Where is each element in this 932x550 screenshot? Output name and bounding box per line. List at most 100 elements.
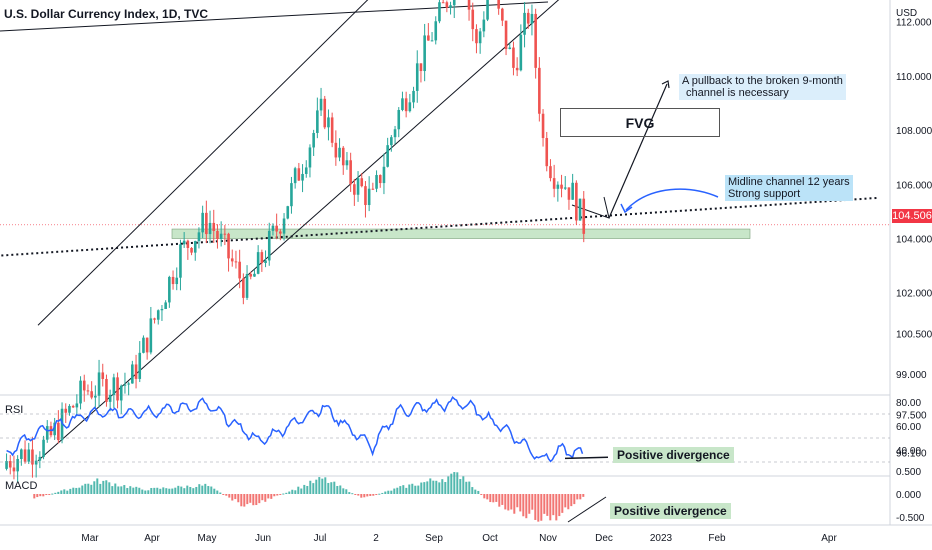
candle-body — [245, 274, 249, 298]
candle-body — [219, 233, 223, 240]
candle-body — [534, 13, 537, 68]
macd-bar — [552, 494, 555, 516]
time-tick-label: Jun — [255, 533, 271, 544]
macd-bar — [270, 494, 273, 499]
candle-body — [364, 186, 367, 206]
macd-bar — [93, 481, 96, 494]
candle-body — [316, 110, 319, 133]
macd-bar — [342, 488, 345, 494]
candle-body — [94, 395, 97, 398]
macd-bar — [375, 494, 378, 495]
macd-bar — [162, 487, 165, 494]
candle-body — [193, 241, 197, 253]
macd-bar — [372, 494, 375, 496]
price-tick-label: 104.000 — [896, 235, 932, 246]
candle-body — [149, 318, 153, 353]
pullback-line-1: A pullback to the broken 9-month — [682, 75, 843, 87]
candle-body — [197, 232, 201, 242]
macd-bar — [390, 490, 393, 494]
candle-body — [338, 147, 341, 158]
macd-bar — [153, 487, 156, 494]
macd-bar — [573, 494, 576, 505]
midline-annotation[interactable]: Midline channel 12 years Strong support — [725, 175, 853, 201]
macd-bar — [411, 483, 414, 494]
price-tick-label: 100.500 — [896, 329, 932, 340]
candle-body — [45, 426, 49, 440]
macd-bar — [141, 489, 144, 494]
macd-bar — [57, 491, 60, 494]
macd-bar — [171, 488, 174, 494]
macd-bar — [120, 486, 123, 494]
macd-bar — [477, 490, 480, 494]
candle-body — [427, 35, 430, 41]
macd-bar — [480, 494, 483, 495]
candle-body — [382, 166, 386, 184]
candle-body — [260, 252, 264, 264]
candle-body — [441, 2, 445, 4]
candle-body — [271, 225, 275, 231]
candle-body — [201, 212, 204, 233]
candle-body — [145, 337, 149, 353]
candle-body — [430, 40, 434, 42]
pullback-annotation[interactable]: A pullback to the broken 9-month channel… — [679, 74, 846, 100]
candle-body — [20, 449, 23, 459]
macd-bar — [360, 494, 363, 498]
macd-bar — [306, 486, 309, 494]
time-tick-label: 2023 — [650, 533, 673, 544]
candle-body — [216, 230, 219, 240]
macd-bar — [48, 494, 51, 495]
candle-body — [230, 258, 234, 262]
macd-bar — [255, 494, 258, 506]
macd-bar — [417, 485, 420, 494]
candle-body — [393, 129, 397, 138]
price-tick-label: 110.000 — [896, 72, 932, 83]
macd-bar — [429, 478, 432, 494]
candle-body — [238, 261, 241, 279]
macd-bar — [516, 494, 519, 508]
macd-bar — [276, 494, 279, 496]
midline-line-2: Strong support — [728, 188, 801, 200]
candle-body — [549, 166, 552, 179]
candle-body — [452, 0, 456, 6]
macd-bar — [195, 486, 198, 494]
candle-body — [478, 31, 482, 44]
time-tick-label: Apr — [821, 533, 837, 544]
macd-bar — [339, 485, 342, 494]
candle-body — [319, 98, 323, 111]
macd-bar — [495, 494, 498, 502]
macd-bar — [246, 494, 249, 505]
macd-bar — [465, 481, 468, 494]
price-tick-label: 99.000 — [896, 370, 927, 381]
candle-body — [101, 372, 105, 379]
candle-body — [64, 408, 68, 413]
macd-bar — [378, 493, 381, 495]
macd-bar — [45, 494, 48, 495]
candle-body — [467, 0, 471, 10]
macd-bar — [453, 472, 456, 494]
macd-bar — [450, 473, 453, 494]
candle-body — [475, 29, 478, 44]
macd-bar — [282, 493, 285, 495]
candle-body — [97, 372, 101, 396]
macd-bar — [294, 490, 297, 494]
macd-bar — [354, 494, 357, 495]
candle-body — [560, 184, 563, 189]
pullback-line-2: channel is necessary — [686, 87, 789, 99]
macd-bar — [582, 494, 585, 497]
support-arrowhead — [620, 203, 633, 214]
candle-body — [79, 380, 82, 404]
macd-bar — [513, 494, 516, 514]
channel-upper-line — [37, 0, 369, 326]
macd-bar — [561, 494, 564, 513]
fvg-box[interactable]: FVG — [560, 108, 720, 137]
candle-body — [408, 102, 412, 112]
candle-body — [34, 460, 38, 465]
macd-bar — [267, 494, 270, 499]
macd-bar — [363, 494, 366, 498]
candle-body — [556, 184, 560, 189]
candle-body — [445, 2, 449, 8]
macd-bar — [138, 487, 141, 494]
candle-body — [127, 383, 130, 385]
candle-body — [378, 175, 382, 184]
